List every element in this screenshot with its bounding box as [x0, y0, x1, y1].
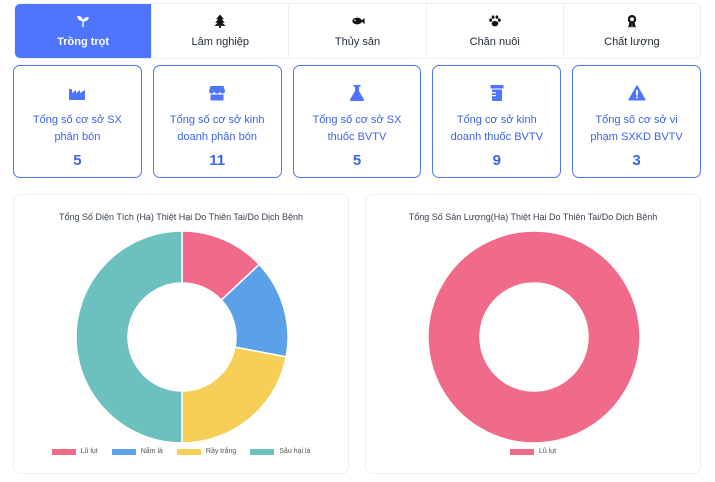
legend-item-lu-lut[interactable]: Lũ lụt: [509, 448, 557, 455]
tree-icon: [213, 14, 227, 28]
tab-label: Trồng trọt: [57, 36, 110, 48]
legend-swatch: [111, 448, 136, 455]
warning-icon: [627, 84, 646, 102]
tab-trong-trot[interactable]: Trồng trọt: [15, 4, 153, 58]
doughnut-chart-output: [427, 230, 641, 444]
prescription-bottle-icon: [488, 84, 506, 102]
stat-label: Tổng số cơ sở SX phân bón: [32, 114, 122, 143]
legend-item-lu-lut[interactable]: Lũ lụt: [51, 448, 98, 455]
legend-swatch: [250, 448, 275, 455]
legend-item-sau-hai-la[interactable]: Sâu hại lá: [250, 448, 310, 455]
tab-label: Chất lượng: [604, 36, 660, 48]
chart-legend: Lũ lụt: [366, 448, 700, 455]
factory-icon: [68, 84, 86, 102]
tab-chan-nuoi[interactable]: Chăn nuôi: [427, 4, 564, 58]
legend-label: Nấm lá: [140, 448, 163, 455]
tab-lam-nghiep[interactable]: Lâm nghiệp: [152, 4, 290, 58]
fish-icon: [351, 14, 365, 28]
legend-label: Lũ lụt: [80, 448, 98, 455]
stat-value: 9: [492, 152, 501, 169]
tab-chat-luong[interactable]: Chất lượng: [564, 4, 700, 58]
legend-label: Lũ lụt: [538, 448, 557, 455]
tab-label: Chăn nuôi: [469, 36, 520, 48]
stat-label: Tổng số cơ sở vi phạm SXKD BVTV: [590, 114, 683, 143]
slice-ray-trang[interactable]: [181, 346, 287, 444]
slice-sau-hai-la[interactable]: [75, 230, 183, 444]
paw-icon: [488, 14, 502, 28]
chart-legend: Lũ lụt Nấm lá Rầy trắng Sâu hại lá: [14, 448, 348, 455]
stat-card-kd-thuoc-bvtv[interactable]: Tổng cơ sở kinh doanh thuốc BVTV 9: [432, 65, 562, 178]
stat-label: Tổng cơ sở kinh doanh thuốc BVTV: [450, 114, 543, 143]
chart-panel-area: Tổng Số Diện Tích (Ha) Thiệt Hại Do Thiê…: [13, 194, 349, 474]
stat-value: 5: [352, 152, 362, 169]
stat-label: Tổng số cơ sở SX thuốc BVTV: [312, 114, 402, 143]
chart-panel-output: Tổng Số Sản Lượng(Ha) Thiệt Hại Do Thiên…: [365, 194, 701, 474]
legend-swatch: [51, 448, 76, 455]
chart-title: Tổng Số Diện Tích (Ha) Thiệt Hại Do Thiê…: [59, 212, 303, 222]
legend-swatch: [176, 448, 201, 455]
legend-item-ray-trang[interactable]: Rầy trắng: [176, 448, 237, 455]
stat-value: 5: [73, 152, 82, 169]
slice-lu-lut[interactable]: [427, 230, 641, 444]
stat-value: 3: [632, 152, 641, 169]
doughnut-chart-area: [75, 230, 289, 444]
legend-label: Sâu hại lá: [279, 448, 311, 455]
stat-card-kd-phan-bon[interactable]: Tổng số cơ sở kinh doanh phân bón 11: [152, 65, 282, 178]
store-icon: [208, 84, 226, 102]
category-tabs: Trồng trọt Lâm nghiệp Thủy sản Chăn nuôi…: [14, 3, 701, 59]
stat-cards: Tổng số cơ sở SX phân bón 5 Tổng số cơ s…: [13, 65, 701, 178]
sprout-icon: [76, 14, 90, 28]
tab-thuy-san[interactable]: Thủy sản: [289, 4, 427, 58]
stat-label: Tổng số cơ sở kinh doanh phân bón: [169, 114, 265, 143]
stat-card-sx-phan-bon[interactable]: Tổng số cơ sở SX phân bón 5: [13, 65, 142, 178]
legend-item-nam-la[interactable]: Nấm lá: [111, 448, 163, 455]
legend-swatch: [509, 448, 534, 455]
stat-value: 11: [209, 152, 226, 169]
award-icon: [625, 14, 639, 28]
tab-label: Thủy sản: [334, 36, 381, 48]
chart-title: Tổng Số Sản Lượng(Ha) Thiệt Hại Do Thiên…: [408, 212, 658, 222]
legend-label: Rầy trắng: [205, 448, 237, 455]
tab-label: Lâm nghiệp: [191, 36, 250, 48]
stat-card-vi-pham[interactable]: Tổng số cơ sở vi phạm SXKD BVTV 3: [572, 65, 701, 178]
flask-icon: [348, 84, 366, 102]
stat-card-sx-thuoc-bvtv[interactable]: Tổng số cơ sở SX thuốc BVTV 5: [292, 65, 422, 178]
